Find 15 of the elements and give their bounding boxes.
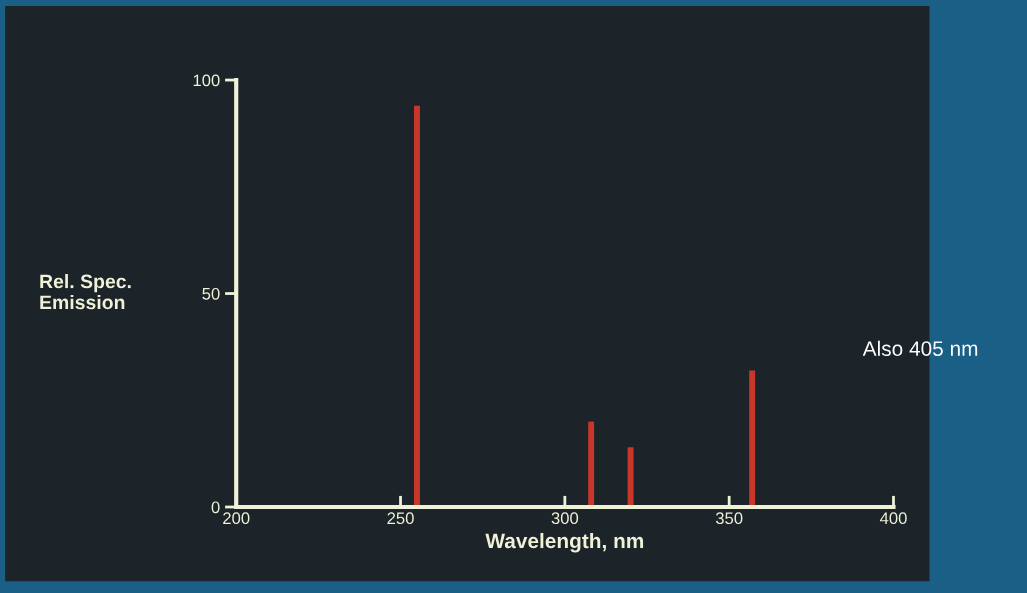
y-axis-title: Rel. Spec. Emission: [40, 274, 131, 310]
x-tick-label: 300: [551, 512, 579, 525]
bar: [588, 421, 595, 508]
bar: [749, 370, 756, 508]
bar: [627, 447, 634, 508]
x-tick-label: 250: [387, 512, 414, 525]
x-tick-label: 200: [223, 512, 250, 525]
y-tick-label: 0: [211, 501, 220, 514]
bar: [414, 105, 420, 508]
y-tick-label: 50: [202, 287, 220, 300]
x-tick-label: 350: [715, 512, 743, 525]
y-tick-label: 100: [193, 74, 220, 87]
x-axis-title: Wavelength, nm: [485, 532, 644, 553]
x-tick-label: 400: [879, 512, 907, 525]
annotation: Also 405 nm: [862, 340, 978, 357]
